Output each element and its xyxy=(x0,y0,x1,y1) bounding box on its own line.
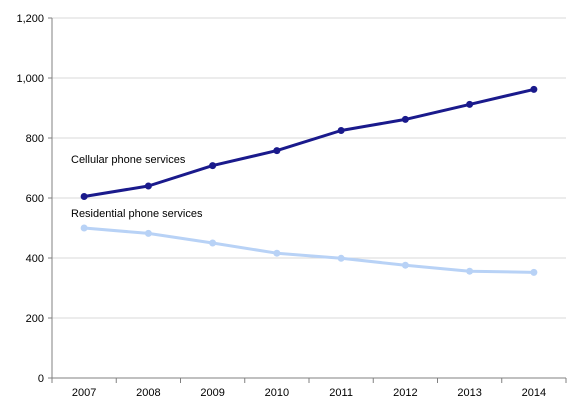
y-tick-label: 1,200 xyxy=(16,13,44,25)
x-tick-label: 2013 xyxy=(457,387,481,399)
data-point xyxy=(80,224,88,232)
data-point xyxy=(401,115,409,123)
x-tick-label: 2010 xyxy=(265,387,289,399)
data-point xyxy=(273,249,281,257)
data-point xyxy=(273,147,281,155)
x-tick-label: 2007 xyxy=(72,387,96,399)
data-point xyxy=(80,193,88,200)
series-label-residential: Residential phone services xyxy=(71,208,203,220)
y-tick-labels: 0 200 400 600 800 1,000 1,200 xyxy=(16,13,44,385)
y-tick-label: 600 xyxy=(26,193,44,205)
x-tick-labels: 2007 2008 2009 2010 2011 2012 2013 2014 xyxy=(51,378,567,399)
x-tick-label: 2014 xyxy=(522,387,546,399)
data-point xyxy=(209,162,217,170)
y-tick-label: 200 xyxy=(26,313,44,325)
series xyxy=(80,85,538,276)
data-point xyxy=(401,261,409,269)
y-tick-label: 0 xyxy=(38,373,44,385)
series-line-0 xyxy=(83,87,535,198)
x-tick-label: 2009 xyxy=(200,387,224,399)
y-tick-label: 1,000 xyxy=(16,73,44,85)
x-tick-label: 2011 xyxy=(329,387,353,399)
data-point xyxy=(530,268,538,276)
data-point xyxy=(144,182,152,190)
data-point xyxy=(144,229,152,237)
data-point xyxy=(466,100,474,108)
data-point xyxy=(337,254,345,262)
data-point xyxy=(466,267,474,275)
y-tick-label: 800 xyxy=(26,133,44,145)
data-point xyxy=(530,85,538,93)
grid-lines xyxy=(48,17,566,379)
x-tick-label: 2008 xyxy=(136,387,160,399)
y-tick-label: 400 xyxy=(26,253,44,265)
series-labels: Cellular phone services Residential phon… xyxy=(71,154,203,220)
x-tick-label: 2012 xyxy=(393,387,417,399)
series-line-1 xyxy=(83,226,534,274)
data-point xyxy=(209,239,217,247)
data-point xyxy=(337,127,345,134)
series-label-cellular: Cellular phone services xyxy=(71,154,186,166)
